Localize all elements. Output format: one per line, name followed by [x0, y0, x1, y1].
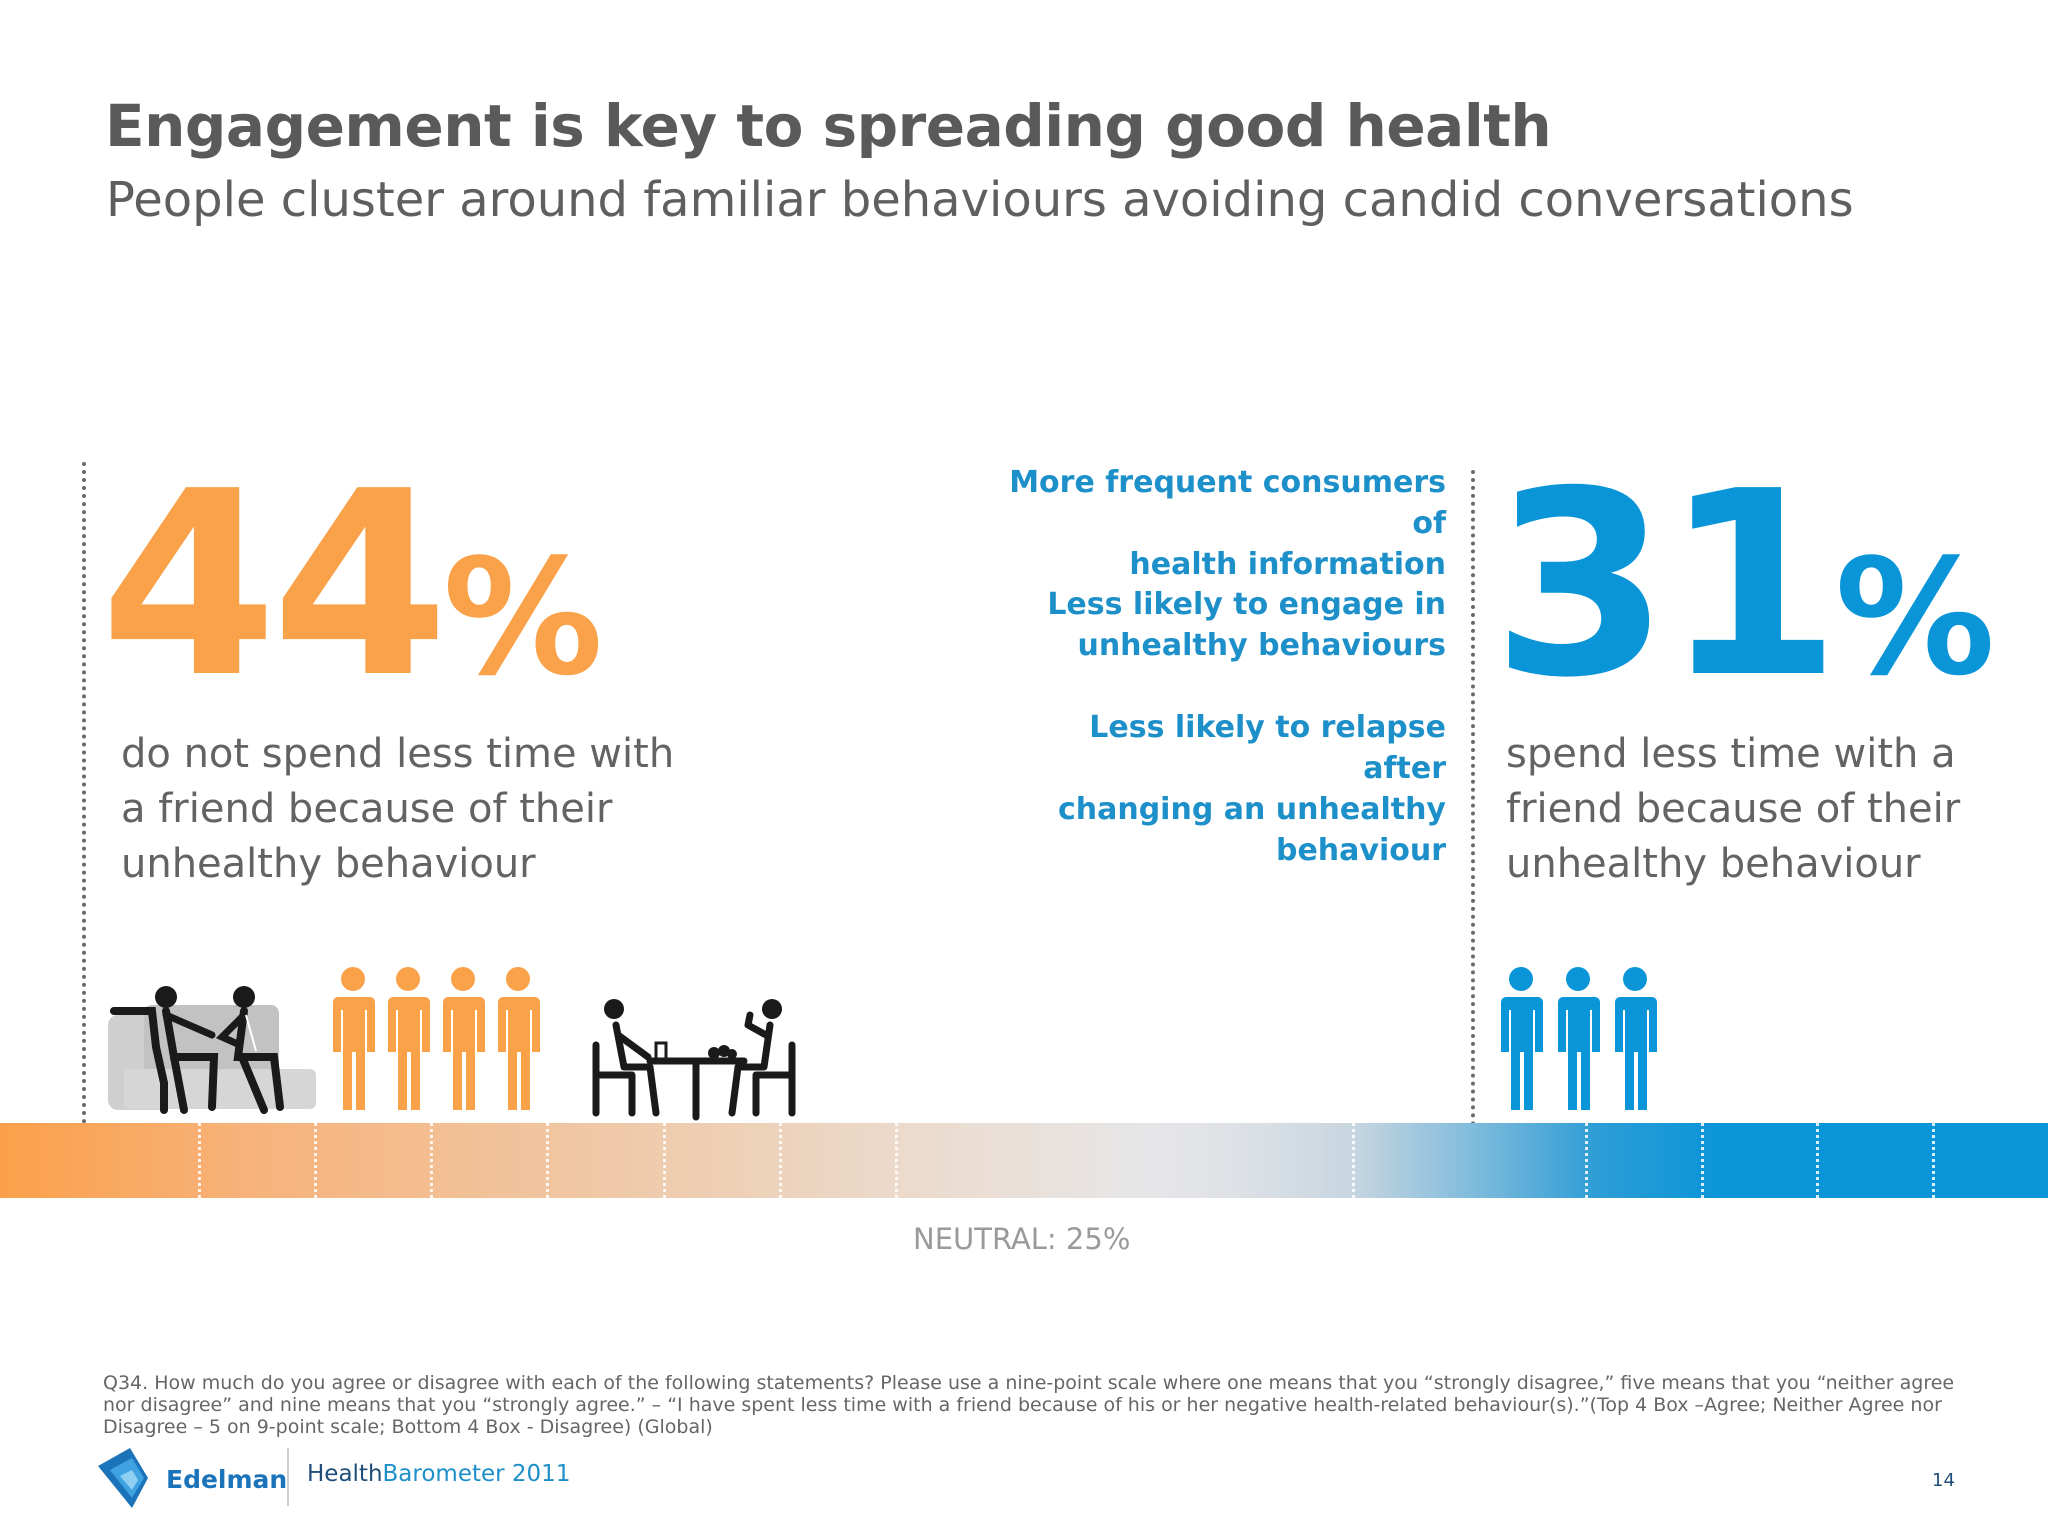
desc-line: a friend because of their: [121, 786, 613, 832]
page-title: Engagement is key to spreading good heal…: [105, 92, 1552, 160]
person-icon: [1501, 967, 1543, 1110]
right-stat-description: spend less time with a friend because of…: [1506, 727, 1960, 892]
scale-divider: [314, 1123, 317, 1198]
person-icon: [1558, 967, 1600, 1110]
scale-divider: [663, 1123, 666, 1198]
scale-divider: [1352, 1123, 1355, 1198]
edelman-logo-icon: [98, 1448, 148, 1508]
desc-line: unhealthy behaviour: [1506, 841, 1921, 887]
product-name-part2: Barometer 2011: [382, 1461, 571, 1487]
benefit-line: Less likely to relapse after: [1089, 710, 1446, 786]
product-name-part1: Health: [307, 1461, 383, 1487]
person-icon: [1615, 967, 1657, 1110]
benefit-item: Less likely to engage in unhealthy behav…: [1006, 584, 1446, 666]
benefit-line: unhealthy behaviours: [1077, 628, 1446, 663]
sentiment-scale-bar: [0, 1123, 2048, 1198]
benefit-line: changing an unhealthy: [1057, 792, 1446, 827]
neutral-label: NEUTRAL: 25%: [913, 1222, 1131, 1256]
stat-number: 44: [100, 437, 449, 734]
scale-divider: [779, 1123, 782, 1198]
benefit-line: health information: [1129, 547, 1446, 582]
sofa-couple-icon: [108, 986, 316, 1114]
center-divider: [1471, 470, 1475, 1150]
person-icon: [498, 967, 540, 1110]
left-divider: [82, 462, 86, 1164]
people-group-blue: [1501, 967, 1657, 1110]
percent-sign: %: [1834, 524, 1996, 711]
people-group-orange: [333, 967, 540, 1110]
benefit-line: behaviour: [1275, 833, 1446, 868]
scale-divider: [1585, 1123, 1588, 1198]
scale-divider: [430, 1123, 433, 1198]
footer-divider: [287, 1448, 289, 1506]
stat-31-percent: 31%: [1492, 458, 1995, 713]
person-icon: [443, 967, 485, 1110]
footnote: Q34. How much do you agree or disagree w…: [103, 1372, 1955, 1438]
benefit-line: Less likely to engage in: [1047, 587, 1446, 622]
desc-line: do not spend less time with: [121, 731, 675, 777]
benefit-line: More frequent consumers of: [1009, 465, 1446, 541]
benefit-item: More frequent consumers of health inform…: [1006, 462, 1446, 585]
scale-divider: [198, 1123, 201, 1198]
scale-divider: [1816, 1123, 1819, 1198]
scale-divider: [895, 1123, 898, 1198]
edelman-logo-text: Edelman: [166, 1465, 288, 1494]
left-stat-description: do not spend less time with a friend bec…: [121, 727, 674, 892]
page-number: 14: [1932, 1470, 1955, 1491]
benefits-list: More frequent consumers of health inform…: [1006, 462, 1446, 868]
person-icon: [388, 967, 430, 1110]
stat-44-percent: 44%: [100, 458, 603, 713]
scale-divider: [1701, 1123, 1704, 1198]
scale-divider: [1932, 1123, 1935, 1198]
percent-sign: %: [442, 524, 604, 711]
page-subtitle: People cluster around familiar behaviour…: [106, 172, 1854, 228]
desc-line: unhealthy behaviour: [121, 841, 536, 887]
benefit-item: Less likely to relapse after changing an…: [1006, 707, 1446, 871]
stat-number: 31: [1492, 437, 1841, 734]
table-couple-icon: [592, 999, 796, 1121]
desc-line: spend less time with a: [1506, 731, 1956, 777]
person-icon: [333, 967, 375, 1110]
desc-line: friend because of their: [1506, 786, 1961, 832]
scale-divider: [546, 1123, 549, 1198]
product-name: HealthBarometer 2011: [307, 1461, 570, 1487]
